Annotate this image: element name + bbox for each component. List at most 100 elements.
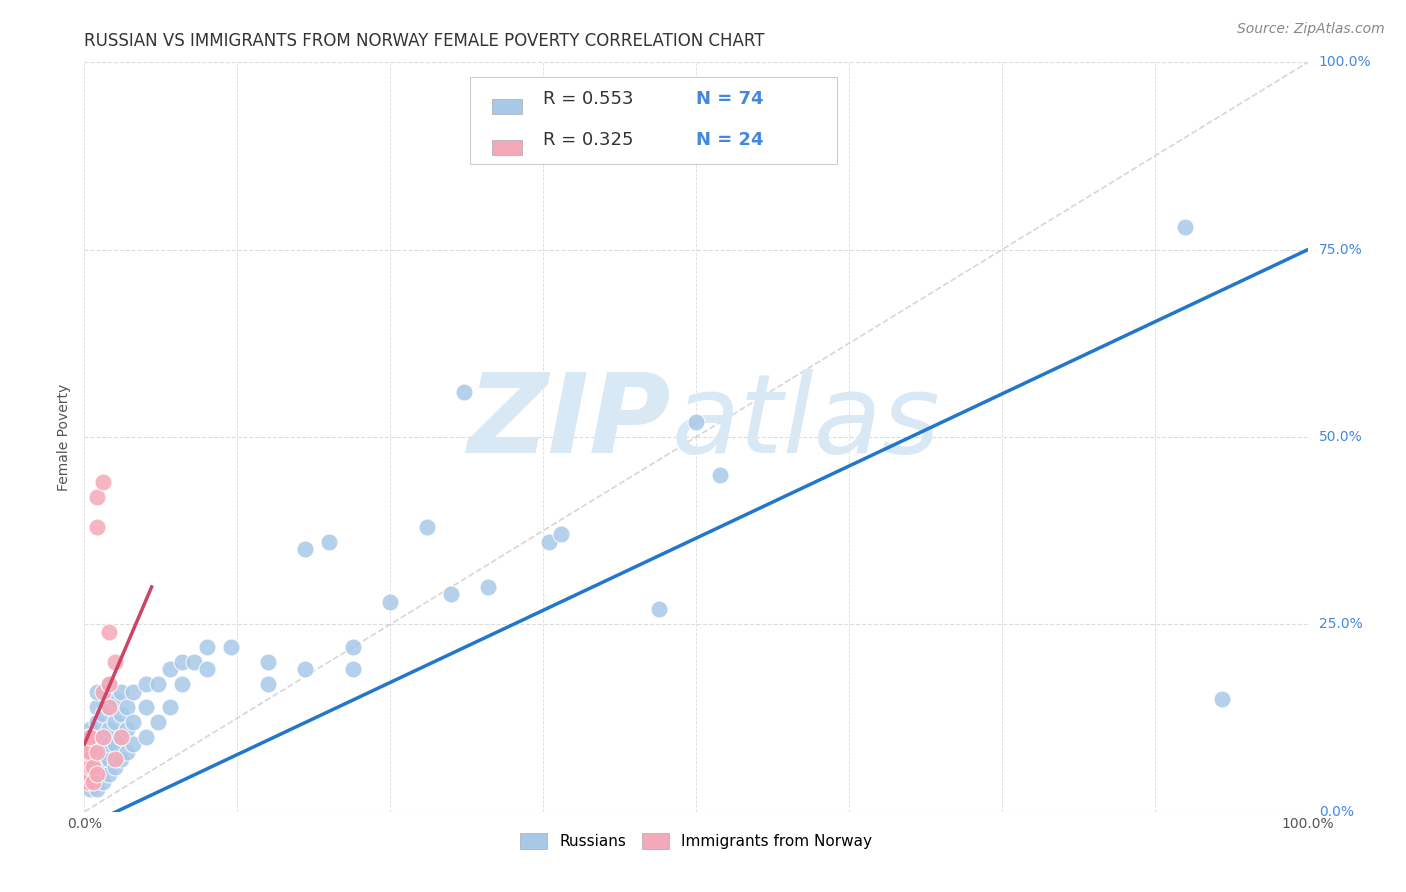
Point — [86, 520, 108, 534]
Point — [82, 774, 104, 789]
Point — [86, 490, 108, 504]
Point — [110, 707, 132, 722]
Point — [79, 737, 101, 751]
Point — [86, 699, 108, 714]
Point — [91, 760, 114, 774]
Point — [97, 767, 120, 781]
Point — [86, 767, 108, 781]
Point — [97, 677, 120, 691]
Point — [538, 535, 561, 549]
Point — [110, 730, 132, 744]
Point — [709, 467, 731, 482]
Point — [77, 760, 100, 774]
Point — [104, 737, 127, 751]
Point — [82, 774, 104, 789]
Point — [257, 655, 280, 669]
Point — [86, 745, 108, 759]
Point — [97, 723, 120, 737]
Text: N = 24: N = 24 — [696, 131, 763, 149]
Point — [77, 730, 100, 744]
Text: Source: ZipAtlas.com: Source: ZipAtlas.com — [1237, 22, 1385, 37]
Point — [82, 745, 104, 759]
Point — [115, 745, 138, 759]
Legend: Russians, Immigrants from Norway: Russians, Immigrants from Norway — [512, 825, 880, 856]
Point — [135, 699, 157, 714]
Text: 75.0%: 75.0% — [1319, 243, 1362, 257]
Point — [86, 767, 108, 781]
Point — [294, 542, 316, 557]
FancyBboxPatch shape — [470, 78, 837, 163]
Point — [135, 677, 157, 691]
Point — [110, 752, 132, 766]
Point — [79, 730, 101, 744]
Point — [91, 707, 114, 722]
Point — [122, 737, 145, 751]
Point — [342, 662, 364, 676]
Point — [77, 774, 100, 789]
Point — [86, 685, 108, 699]
Text: R = 0.553: R = 0.553 — [543, 90, 634, 108]
Text: 50.0%: 50.0% — [1319, 430, 1362, 444]
Point — [257, 677, 280, 691]
Text: R = 0.325: R = 0.325 — [543, 131, 634, 149]
Text: RUSSIAN VS IMMIGRANTS FROM NORWAY FEMALE POVERTY CORRELATION CHART: RUSSIAN VS IMMIGRANTS FROM NORWAY FEMALE… — [84, 32, 765, 50]
Point — [104, 655, 127, 669]
Point — [97, 752, 120, 766]
Point — [91, 730, 114, 744]
Point — [86, 714, 108, 729]
Point — [97, 624, 120, 639]
Point — [97, 699, 120, 714]
Point — [1211, 692, 1233, 706]
Point — [342, 640, 364, 654]
Text: 100.0%: 100.0% — [1319, 55, 1371, 70]
Point — [135, 730, 157, 744]
Point — [104, 714, 127, 729]
Point — [195, 662, 218, 676]
Point — [122, 714, 145, 729]
Point — [77, 767, 100, 781]
Y-axis label: Female Poverty: Female Poverty — [58, 384, 72, 491]
Point — [91, 774, 114, 789]
Point — [159, 662, 181, 676]
Point — [195, 640, 218, 654]
Point — [104, 752, 127, 766]
Point — [91, 745, 114, 759]
Point — [91, 685, 114, 699]
Point — [294, 662, 316, 676]
Point — [86, 782, 108, 797]
Point — [104, 760, 127, 774]
Point — [380, 595, 402, 609]
Point — [172, 677, 194, 691]
Point — [219, 640, 242, 654]
Point — [77, 752, 100, 766]
Point — [79, 723, 101, 737]
Point — [104, 692, 127, 706]
Point — [86, 730, 108, 744]
Point — [477, 580, 499, 594]
Point — [82, 760, 104, 774]
FancyBboxPatch shape — [492, 140, 522, 155]
Point — [79, 752, 101, 766]
Point — [318, 535, 340, 549]
Point — [115, 699, 138, 714]
Point — [82, 730, 104, 744]
Point — [97, 699, 120, 714]
Point — [453, 385, 475, 400]
Point — [440, 587, 463, 601]
Point — [146, 677, 169, 691]
Point — [416, 520, 439, 534]
Point — [685, 415, 707, 429]
Text: atlas: atlas — [672, 368, 941, 475]
Point — [146, 714, 169, 729]
Text: 25.0%: 25.0% — [1319, 617, 1362, 632]
Point — [79, 760, 101, 774]
Point — [122, 685, 145, 699]
Point — [97, 737, 120, 751]
Point — [115, 723, 138, 737]
Point — [91, 475, 114, 489]
Point — [159, 699, 181, 714]
Point — [183, 655, 205, 669]
Point — [110, 685, 132, 699]
Text: ZIP: ZIP — [468, 368, 672, 475]
Point — [77, 745, 100, 759]
